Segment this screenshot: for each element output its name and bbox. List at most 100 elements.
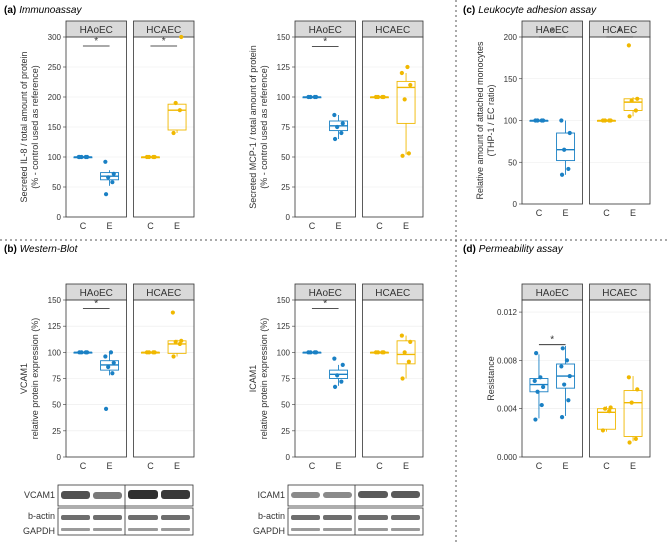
y-tick-label: 0.000 (497, 453, 518, 462)
facet-frame (65, 299, 127, 458)
y-tick-label: 75 (281, 123, 290, 132)
data-point (535, 389, 540, 394)
significance-star: * (550, 27, 554, 38)
y-axis-title: (% - control used as reference) (30, 65, 40, 189)
vcam1-band (93, 492, 122, 499)
y-tick-label: 150 (277, 33, 291, 42)
y-axis-title: relative protein expression (%) (259, 318, 269, 440)
data-point (629, 400, 634, 405)
data-point (600, 428, 606, 433)
data-point (534, 351, 539, 356)
data-point (627, 114, 632, 119)
data-point (381, 350, 386, 355)
x-tick-label: E (336, 461, 342, 471)
x-tick-label: C (603, 208, 610, 218)
data-point (608, 118, 613, 123)
significance-star: * (162, 36, 166, 47)
y-tick-label: 50 (52, 401, 61, 410)
box (396, 80, 416, 124)
y-tick-label: 50 (281, 153, 290, 162)
icam1-band (323, 492, 352, 498)
data-point (110, 371, 115, 376)
y-axis-title: Secreted MCP-1 / total amount of protein (248, 45, 258, 209)
x-tick-label: C (536, 208, 543, 218)
x-tick-label: E (336, 221, 342, 231)
significance-star: * (94, 298, 98, 309)
data-point (408, 339, 413, 344)
data-point (559, 364, 564, 369)
data-point (381, 94, 386, 100)
y-tick-label: 0 (57, 453, 62, 462)
data-point (541, 118, 546, 123)
y-tick-label: 0 (513, 200, 518, 209)
data-point (402, 97, 407, 102)
data-point (103, 406, 109, 411)
y-tick-label: 150 (48, 296, 62, 305)
icam1-blot: ICAM1 b-actin GAPDH (253, 484, 424, 536)
data-point (173, 100, 178, 106)
y-tick-label: 0 (286, 213, 291, 222)
x-tick-label: C (309, 221, 316, 231)
icam1-band (391, 491, 420, 498)
facet-label: HAoEC (536, 25, 569, 36)
data-point (339, 130, 344, 136)
y-axis-title: (% - control used as reference) (259, 65, 269, 189)
data-point (539, 402, 544, 408)
icam1-b-actin-label: b-actin (258, 511, 285, 521)
x-tick-label: C (309, 461, 316, 471)
icam1-chart: ICAM1 relative protein expression (%) 0 25 5… (248, 283, 424, 471)
y-tick-label: 100 (277, 348, 291, 357)
x-tick-label: E (107, 461, 113, 471)
y-tick-label: 300 (48, 33, 62, 42)
data-point (399, 70, 404, 76)
data-point (560, 346, 565, 351)
data-point (405, 64, 410, 70)
gapdh-band (128, 528, 158, 531)
y-tick-label: 25 (281, 427, 290, 436)
panel-c-title: (c) Leukocyte adhesion assay (463, 5, 597, 16)
data-point (111, 360, 116, 365)
data-point (103, 192, 109, 197)
y-axis-title: (THP-1 / EC ratio) (486, 84, 496, 156)
gapdh-band (291, 528, 320, 531)
x-tick-label: C (80, 461, 87, 471)
b-actin-band (128, 515, 158, 520)
data-point (533, 417, 538, 422)
icam1-band (358, 491, 388, 498)
data-point (170, 310, 175, 315)
icam1-band (291, 492, 320, 498)
data-point (171, 130, 176, 136)
panel-c-name: Leukocyte adhesion assay (478, 5, 597, 16)
box (396, 340, 416, 365)
y-tick-label: 75 (52, 375, 61, 384)
data-point (108, 350, 114, 355)
data-point (559, 415, 565, 420)
data-point (177, 108, 182, 113)
x-tick-label: E (563, 208, 569, 218)
y-tick-label: 150 (48, 123, 62, 132)
facet-frame (589, 299, 651, 458)
y-axis-title: ICAM1 (248, 365, 258, 393)
data-point (308, 94, 313, 100)
y-tick-label: 0.008 (497, 356, 518, 365)
data-point (562, 382, 567, 387)
y-tick-label: 0 (57, 213, 62, 222)
y-tick-label: 0.004 (497, 405, 518, 414)
data-point (626, 43, 631, 48)
y-tick-label: 100 (277, 93, 291, 102)
x-tick-label: C (603, 461, 610, 471)
b-actin-band (391, 515, 420, 520)
facet-frame (521, 299, 583, 458)
data-point (635, 96, 640, 101)
panel-d-name: Permeability assay (479, 244, 564, 255)
y-tick-label: 25 (52, 427, 61, 436)
gapdh-band (61, 528, 90, 531)
data-point (179, 338, 184, 343)
significance-star: * (550, 335, 554, 346)
x-tick-label: C (147, 221, 154, 231)
icam1-gapdh-label: GAPDH (253, 526, 285, 536)
data-point (85, 350, 90, 355)
data-point (146, 350, 152, 355)
x-tick-label: E (403, 221, 409, 231)
